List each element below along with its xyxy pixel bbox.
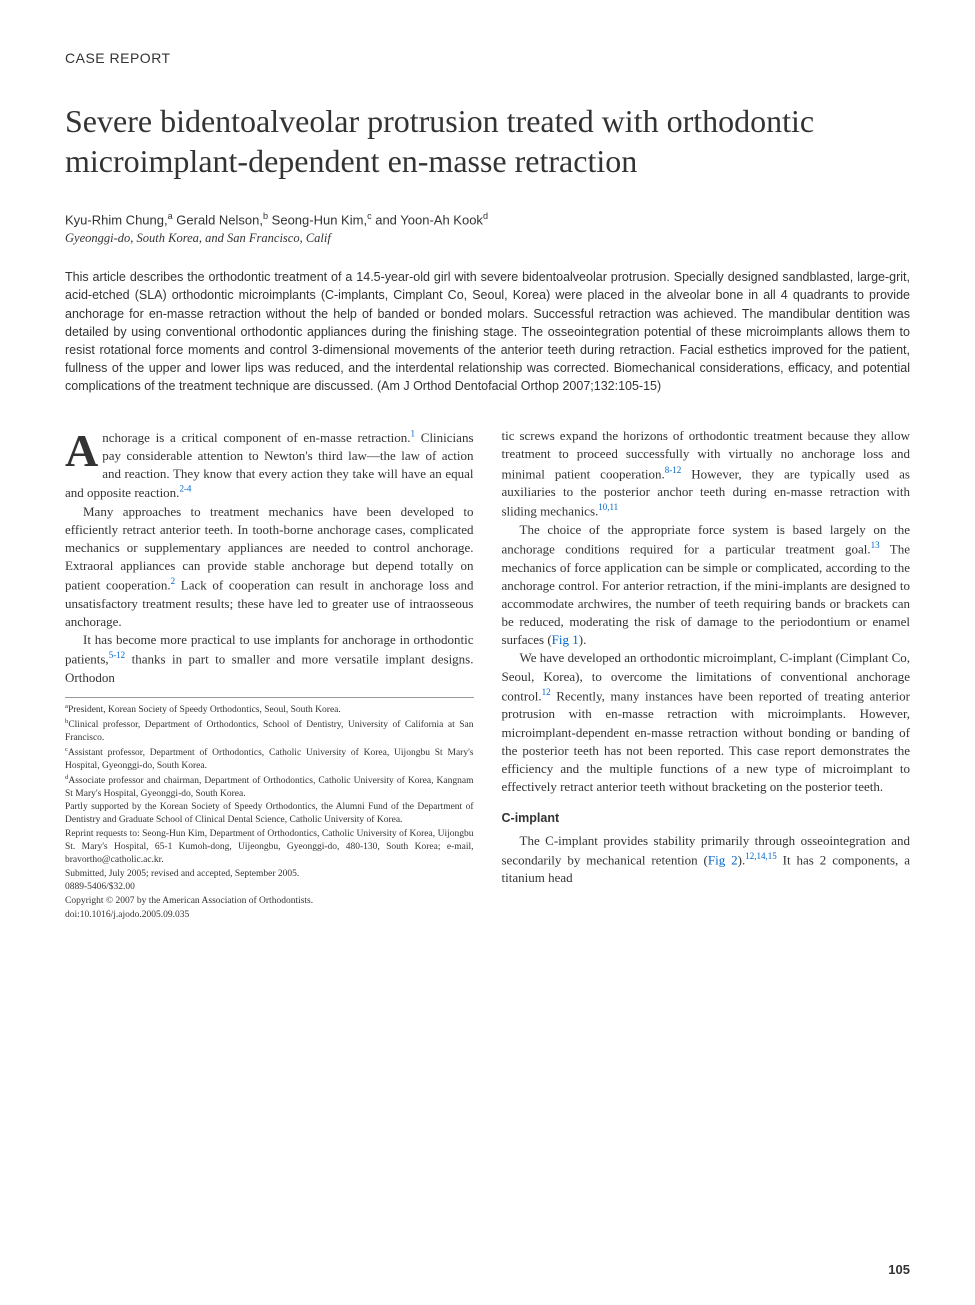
footnote-issn: 0889-5406/$32.00 (65, 881, 474, 894)
section-label: CASE REPORT (65, 50, 910, 66)
abstract: This article describes the orthodontic t… (65, 268, 910, 395)
article-title: Severe bidentoalveolar protrusion treate… (65, 101, 910, 181)
body-p5: We have developed an orthodontic microim… (502, 649, 911, 796)
body-p1: Anchorage is a critical component of en-… (65, 427, 474, 502)
body-p4: The choice of the appropriate force syst… (502, 521, 911, 650)
affiliation-line: Gyeonggi-do, South Korea, and San Franci… (65, 231, 910, 246)
page-number: 105 (888, 1262, 910, 1277)
body-p3: It has become more practical to use impl… (65, 631, 474, 687)
footnote-doi: doi:10.1016/j.ajodo.2005.09.035 (65, 909, 474, 922)
footnote-d: dAssociate professor and chairman, Depar… (65, 774, 474, 801)
p1-text: nchorage is a critical component of en-m… (65, 430, 474, 501)
footnote-funding: Partly supported by the Korean Society o… (65, 801, 474, 827)
body-p3-cont: tic screws expand the horizons of orthod… (502, 427, 911, 521)
footnote-submitted: Submitted, July 2005; revised and accept… (65, 868, 474, 881)
author-list: Kyu-Rhim Chung,a Gerald Nelson,b Seong-H… (65, 211, 910, 227)
subheading-cimplant: C-implant (502, 810, 911, 828)
footnote-copyright: Copyright © 2007 by the American Associa… (65, 895, 474, 908)
dropcap: A (65, 427, 102, 470)
footnote-reprint: Reprint requests to: Seong-Hun Kim, Depa… (65, 828, 474, 866)
footnote-a: aPresident, Korean Society of Speedy Ort… (65, 703, 474, 717)
footnote-c: cAssistant professor, Department of Orth… (65, 746, 474, 773)
footnotes-block: aPresident, Korean Society of Speedy Ort… (65, 697, 474, 922)
body-p2: Many approaches to treatment mechanics h… (65, 503, 474, 632)
body-columns: Anchorage is a critical component of en-… (65, 427, 910, 922)
body-p6: The C-implant provides stability primari… (502, 832, 911, 888)
footnote-b: bClinical professor, Department of Ortho… (65, 718, 474, 745)
